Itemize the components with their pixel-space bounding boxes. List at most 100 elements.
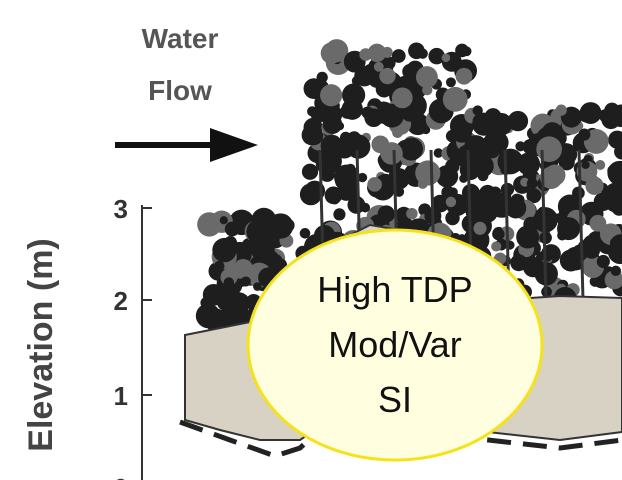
foliage [233,259,254,279]
foliage [610,234,622,255]
foliage [461,183,480,202]
foliage [299,228,311,239]
foliage [472,105,483,116]
foliage [320,42,343,64]
foliage [614,144,622,160]
foliage [555,104,567,116]
foliage [399,137,423,161]
foliage [540,166,563,189]
foliage [489,192,515,218]
foliage [526,188,542,204]
foliage [301,163,319,180]
foliage [491,241,502,252]
foliage [593,192,613,212]
foliage [334,164,360,191]
foliage [610,265,621,276]
foliage [578,107,594,123]
foliage [357,172,368,183]
flow-arrow-head [210,128,258,162]
foliage [321,104,343,125]
foliage [583,242,601,259]
foliage [202,283,225,306]
foliage [461,46,472,57]
foliage [441,185,455,200]
foliage [346,134,371,159]
foliage [523,259,533,269]
foliage [438,195,448,205]
foliage [240,276,251,287]
foliage [428,47,445,65]
foliage [607,164,621,178]
foliage [351,75,362,86]
foliage [367,177,382,192]
foliage [381,46,393,58]
foliage [219,216,228,225]
foliage [387,167,410,190]
foliage [364,108,384,128]
foliage [589,276,601,287]
foliage [391,49,406,63]
foliage [339,131,352,144]
foliage [380,103,404,128]
foliage [320,134,343,157]
foliage [589,214,607,232]
foliage [442,86,468,112]
foliage [455,67,473,85]
foliage [367,43,387,63]
foliage [517,152,541,176]
foliage [207,308,226,327]
tick-label: 1 [114,381,128,411]
foliage [253,282,262,291]
foliage [445,210,460,226]
foliage [608,130,622,149]
callout-text: High TDP [317,269,472,310]
foliage [342,83,366,107]
foliage [223,277,235,288]
foliage [404,81,414,90]
foliage [552,213,562,222]
foliage [373,61,384,72]
foliage [433,148,444,158]
foliage [340,104,355,119]
foliage [471,154,494,178]
tree-trunk [540,149,548,301]
foliage [595,160,606,170]
foliage [299,183,322,206]
foliage [507,110,529,132]
flow-label: Flow [148,75,212,106]
tick-label: 3 [114,194,128,224]
foliage [482,131,507,156]
foliage [526,177,538,190]
callout-text: Mod/Var [328,324,461,365]
callout-ellipse [246,228,544,462]
axis-title: Elevation (m) [22,238,60,451]
foliage [613,105,622,119]
foliage [281,218,295,232]
callout-text: SI [378,379,412,420]
foliage [445,196,457,208]
foliage [497,148,524,175]
flow-label: Water [142,23,219,54]
foliage [202,222,212,233]
foliage [408,42,425,60]
foliage [578,128,591,141]
foliage [415,160,441,186]
foliage [320,84,343,107]
foliage [316,71,328,84]
foliage [213,260,225,272]
foliage [536,136,562,163]
tick-label: 0 [114,473,128,480]
foliage [445,77,456,88]
foliage [557,217,581,241]
foliage [329,194,340,205]
foliage [492,227,505,241]
foliage [581,160,590,169]
foliage [415,66,438,89]
foliage [540,248,554,262]
foliage [451,122,473,143]
foliage [406,207,418,220]
foliage [445,159,460,174]
foliage [484,108,502,125]
